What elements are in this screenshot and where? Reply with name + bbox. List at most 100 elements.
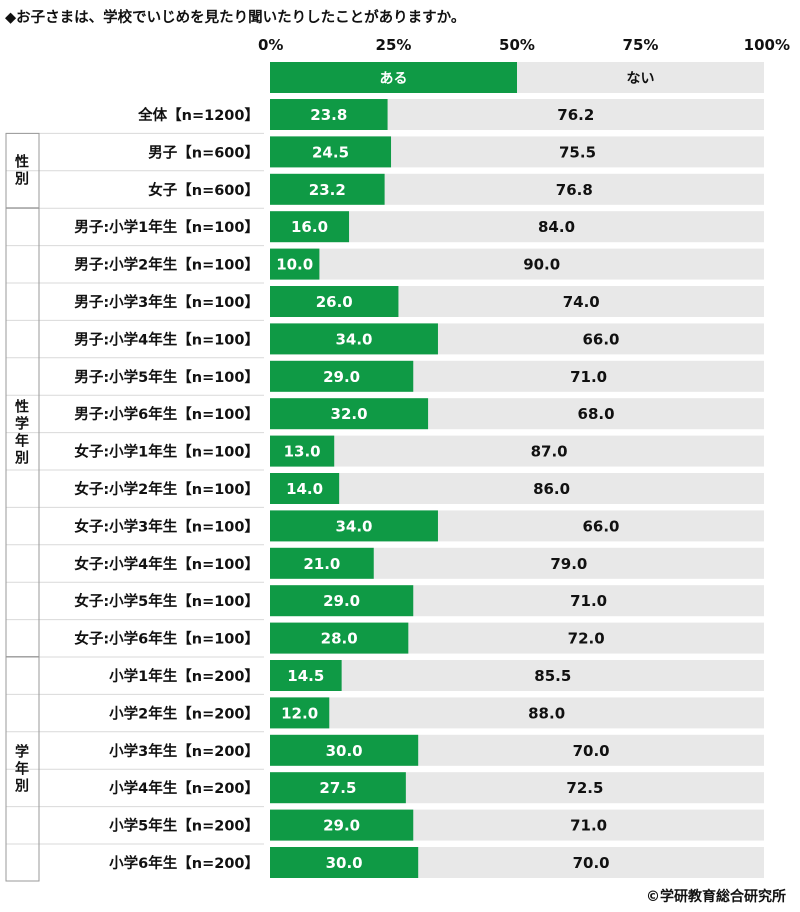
data-label-yes: 27.5 [319,779,356,797]
data-label-yes: 12.0 [281,704,318,722]
bar-yes [270,585,414,617]
data-label-no: 85.5 [534,667,571,685]
data-label-no: 76.2 [557,106,594,124]
bar-no [270,248,764,280]
category-label: 小学2年生【n=200】 [109,704,259,722]
data-label-yes: 13.0 [284,443,321,461]
bar-yes [270,847,419,878]
data-label-yes: 29.0 [323,368,360,386]
category-label: 小学6年生【n=200】 [109,854,259,872]
data-label-yes: 16.0 [291,218,328,236]
category-label: 女子:小学5年生【n=100】 [74,592,259,610]
data-label-no: 87.0 [531,443,568,461]
bar-yes [270,248,320,280]
data-label-yes: 14.5 [287,667,324,685]
bar-yes [270,510,438,542]
data-label-no: 88.0 [528,704,565,722]
category-label: 男子:小学4年生【n=100】 [74,330,259,348]
data-label-yes: 23.2 [309,181,346,199]
bar-yes [270,173,385,205]
data-label-yes: 32.0 [331,405,368,423]
data-label-no: 68.0 [578,405,615,423]
x-axis-tick-label: 0% [258,36,283,54]
bar-yes [270,622,409,654]
bar-yes [270,211,350,243]
data-label-yes: 30.0 [326,742,363,760]
data-label-no: 71.0 [570,368,607,386]
bar-no [270,473,764,504]
bar-yes [270,697,330,729]
group-bracket [5,656,40,882]
category-label: 男子【n=600】 [148,144,259,161]
data-label-no: 86.0 [533,480,570,498]
bar-yes [270,360,414,392]
data-label-no: 75.5 [559,143,596,161]
x-axis-tick-label: 100% [744,36,790,54]
x-axis-tick-label: 25% [376,36,412,54]
bar-yes [270,435,335,467]
data-label-yes: 28.0 [321,630,358,648]
category-label: 男子:小学1年生【n=100】 [74,218,259,236]
data-label-no: 74.0 [563,293,600,311]
bar-yes [270,473,340,504]
bar-no [270,435,764,467]
data-label-no: 66.0 [582,330,619,348]
data-label-no: 66.0 [582,517,619,535]
data-label-no: 84.0 [538,218,575,236]
data-label-yes: 29.0 [323,592,360,610]
category-label: 女子:小学6年生【n=100】 [74,630,259,648]
data-label-yes: 26.0 [316,293,353,311]
category-label: 女子【n=600】 [148,181,259,199]
bar-yes [270,136,392,168]
data-label-no: 71.0 [570,592,607,610]
bar-yes [270,772,406,804]
group-label: 学年別 [14,744,29,795]
chart-title: ◆お子さまは、学校でいじめを見たり聞いたりしたことがありますか。 [5,10,466,26]
data-label-yes: 34.0 [335,517,372,535]
bar-yes [270,398,429,430]
category-label: 小学3年生【n=200】 [109,742,259,760]
data-label-no: 71.0 [570,817,607,835]
legend-bar-yes [270,62,517,93]
data-label-yes: 10.0 [276,256,313,274]
copyright-credit: ©学研教育総合研究所 [646,889,786,905]
category-label: 女子:小学2年生【n=100】 [74,480,259,498]
data-label-yes: 30.0 [326,854,363,872]
category-label: 男子:小学3年生【n=100】 [74,293,259,311]
x-axis-tick-label: 50% [499,36,535,54]
category-label: 女子:小学4年生【n=100】 [74,555,259,573]
legend-label-yes: ある [380,71,408,87]
bar-yes [270,547,374,579]
category-label: 女子:小学1年生【n=100】 [74,443,259,461]
x-axis-tick-label: 75% [623,36,659,54]
category-label: 小学1年生【n=200】 [109,667,259,685]
category-label: 小学4年生【n=200】 [109,779,259,797]
data-label-yes: 34.0 [335,330,372,348]
data-label-yes: 23.8 [310,106,347,124]
bar-yes [270,660,342,691]
data-label-no: 72.0 [568,630,605,648]
bar-no [270,697,764,729]
category-label: 女子:小学3年生【n=100】 [74,517,259,535]
data-label-yes: 21.0 [303,555,340,573]
bar-yes [270,286,399,317]
data-label-no: 70.0 [573,854,610,872]
group-label: 性学年別 [14,398,29,466]
data-label-no: 72.5 [566,779,603,797]
category-label: 全体【n=1200】 [137,106,259,124]
data-label-no: 76.8 [556,181,593,199]
bar-yes [270,99,388,130]
data-label-yes: 29.0 [323,817,360,835]
data-label-no: 90.0 [523,256,560,274]
bar-no [270,211,764,243]
bar-no [270,660,764,691]
data-label-no: 79.0 [550,555,587,573]
bar-yes [270,809,414,841]
data-label-yes: 24.5 [312,143,349,161]
category-label: 男子:小学5年生【n=100】 [74,368,259,386]
category-label: 小学5年生【n=200】 [109,817,259,835]
legend-label-no: ない [627,71,655,87]
group-label: 性別 [14,154,29,188]
category-label: 男子:小学2年生【n=100】 [74,256,259,274]
